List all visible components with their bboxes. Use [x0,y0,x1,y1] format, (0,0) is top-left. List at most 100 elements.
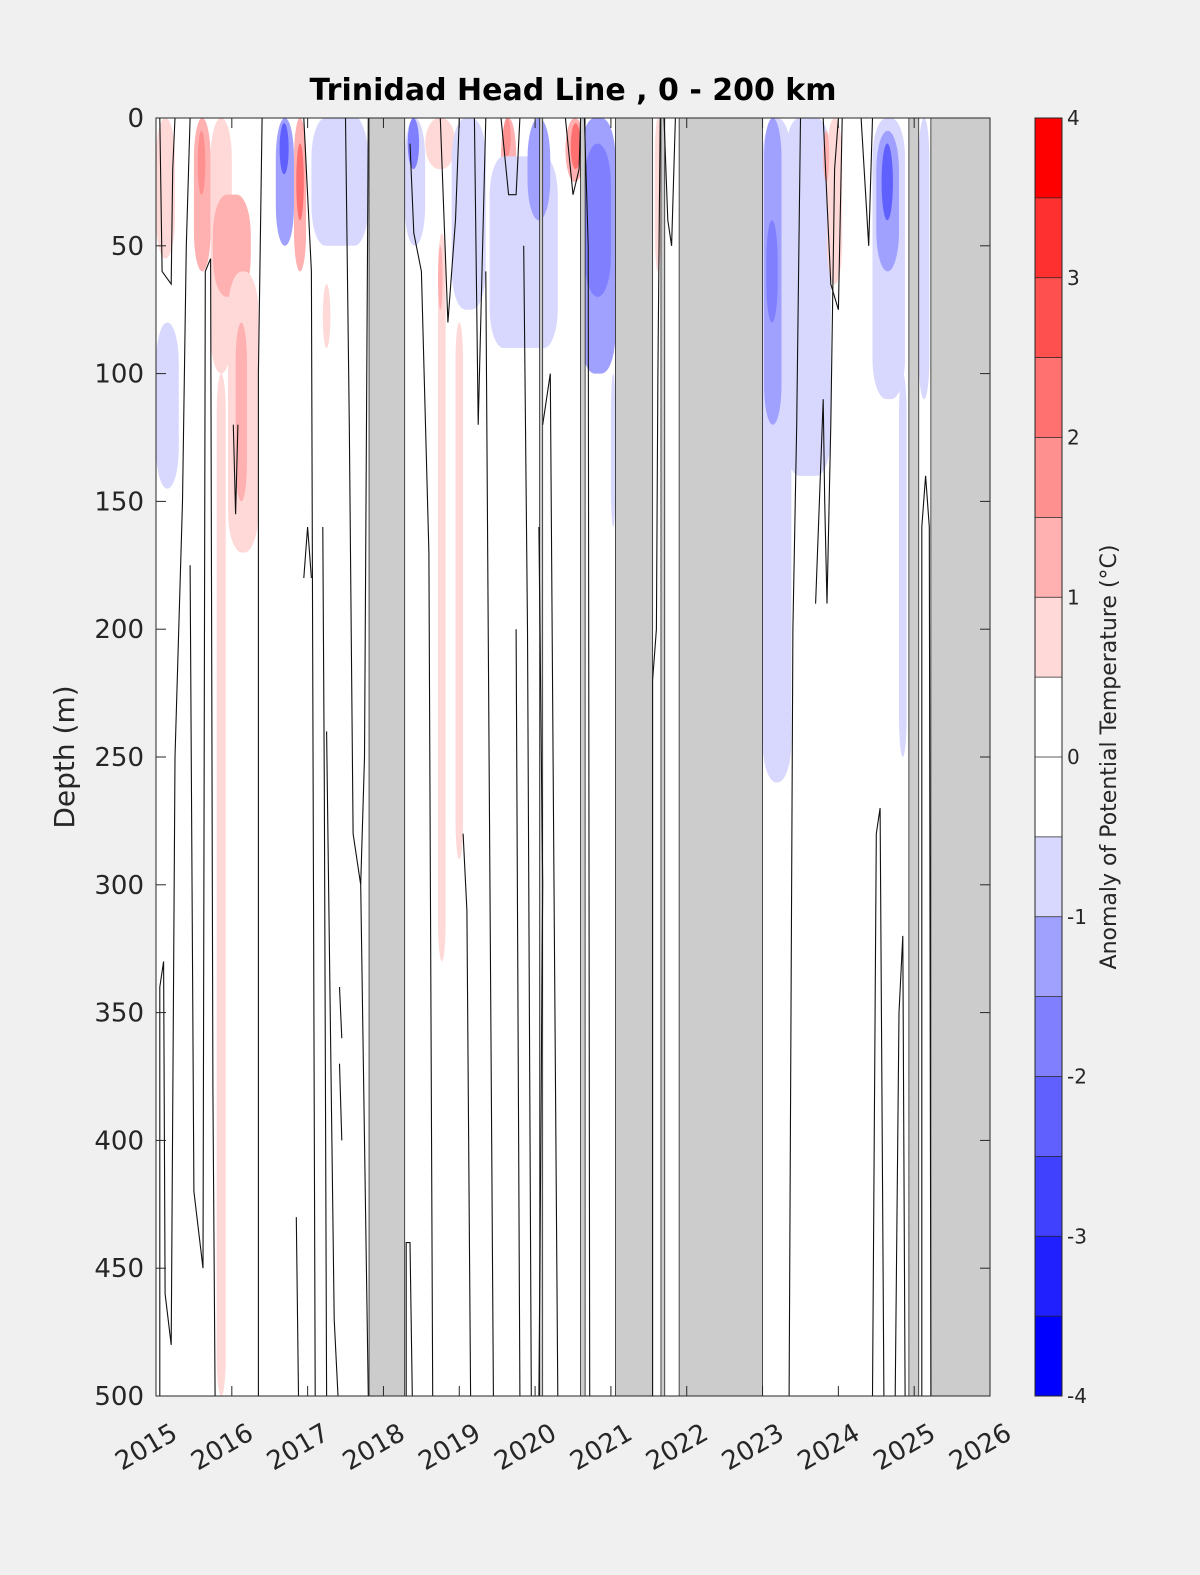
colorbar-tick-label: -2 [1067,1065,1087,1089]
zero-contour-line [894,935,906,1396]
no-data-band [580,118,586,1396]
colorbar-swatch [1035,916,1062,997]
colorbar-swatch [1035,597,1062,678]
zero-contour-line [822,118,843,310]
colorbar-tick-label: -3 [1067,1224,1087,1248]
x-tick-label: 2019 [414,1418,486,1477]
zero-contour-layer [159,118,932,1396]
colorbar-swatch [1035,197,1062,278]
zero-contour-line [295,1217,300,1396]
zero-contour-line [871,808,885,1396]
anomaly-patch [156,322,179,489]
x-tick-label: 2021 [565,1418,637,1477]
anomaly-patch [455,322,464,860]
zero-contour-line [257,118,263,1396]
anomaly-patch [197,130,206,195]
anomaly-patch [322,284,331,349]
colorbar-tick-label: 0 [1067,745,1080,769]
zero-contour-line [564,118,582,195]
zero-contour-line [485,271,494,1396]
anomaly-patch [881,143,893,221]
y-tick-label: 150 [94,487,144,517]
zero-contour-line [303,118,316,1396]
zero-contour-line [815,118,839,604]
zero-contour-line [159,118,191,1396]
anomaly-patch [438,233,446,962]
zero-contour-line [326,731,339,1396]
anomaly-patch [212,194,251,297]
colorbar-swatch [1035,677,1062,757]
y-tick-label: 500 [94,1382,144,1412]
zero-contour-line [322,526,328,1396]
x-tick-label: 2022 [641,1418,713,1477]
zero-contour-line [583,118,591,1396]
no-data-band [908,118,920,1396]
no-data-band [678,118,763,1396]
colorbar-swatch [1035,1236,1062,1317]
plot-area [156,118,990,1396]
anomaly-patch [296,143,304,221]
y-tick-label: 100 [94,360,144,390]
anomaly-patch [570,123,581,170]
no-data-band [615,118,654,1396]
anomaly-patch [503,118,511,157]
zero-contour-line [663,118,676,246]
zero-contour-line [473,118,487,425]
zero-contour-line [344,118,369,885]
colorbar-swatch [1035,1316,1062,1396]
y-tick-label: 200 [94,615,144,645]
chart-title: Trinidad Head Line , 0 - 200 km [309,73,836,108]
colorbar-frame [1034,117,1063,1397]
anomaly-patch [407,118,420,170]
zero-contour-line [515,629,521,1396]
colorbar-tick-label: -4 [1067,1384,1087,1408]
zero-contour-line [338,1063,343,1141]
y-tick-label: 300 [94,871,144,901]
colorbar-tick-label: 2 [1067,426,1080,450]
y-tick-label: 250 [94,743,144,773]
anomaly-patch [899,373,907,757]
colorbar-swatch [1035,517,1062,598]
anomaly-patch [610,373,616,527]
colorbar-swatch [1035,836,1062,917]
zero-contour-line [788,118,802,1396]
x-tick-label: 2023 [717,1418,789,1477]
y-tick-label: 450 [94,1254,144,1284]
zero-contour-line [921,475,932,1396]
colorbar-swatch [1035,118,1062,198]
no-data-layer [368,118,990,1396]
colorbar-tick-label: 4 [1067,106,1080,130]
anomaly-patch [527,118,551,221]
anomaly-patch [349,118,365,170]
zero-contour-line [232,424,239,515]
zero-contour-line [439,118,460,323]
zero-contour-line [159,118,176,286]
colorbar-swatch [1035,357,1062,438]
anomaly-patch [425,118,456,170]
colorbar-label: Anomaly of Potential Temperature (°C) [1097,545,1122,970]
x-tick-label: 2020 [489,1418,561,1477]
zero-contour-line [360,884,369,1396]
colorbar-swatch [1035,757,1062,837]
anomaly-patch [451,118,486,310]
zero-contour-line [409,143,434,1396]
colorbar-swatch [1035,1076,1062,1157]
colorbar-tick-label: -1 [1067,905,1087,929]
x-tick-label: 2018 [338,1418,410,1477]
anomaly-patch [584,143,611,297]
y-tick-label: 50 [111,232,144,262]
zero-contour-line [338,986,343,1039]
colorbar-swatch [1035,996,1062,1077]
no-data-band [660,118,666,1396]
anomaly-patch [438,245,443,310]
zero-contour-line [652,118,661,1396]
zero-contour-line [303,526,312,579]
colorbar-swatch [1035,1156,1062,1237]
colorbar-tick-label: 1 [1067,585,1080,609]
colorbar-swatch [1035,277,1062,358]
colorbar: -4 -3 -2 -1 0 1 2 3 4 [1034,106,1087,1408]
x-tick-label: 2017 [262,1418,334,1477]
anomaly-patch [235,322,247,502]
x-tick-label: 2015 [110,1418,182,1477]
